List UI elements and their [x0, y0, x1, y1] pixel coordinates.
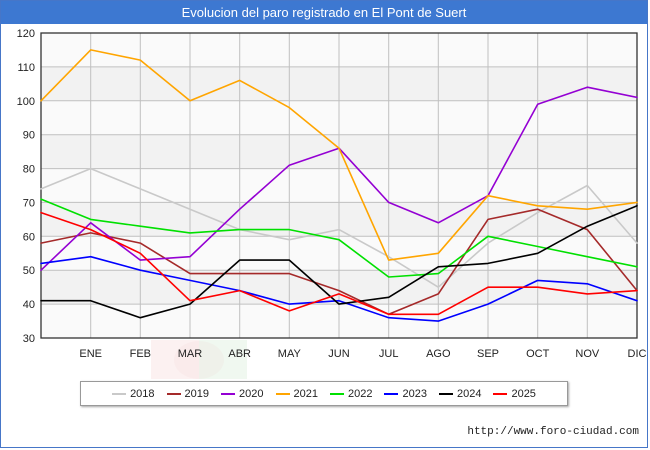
svg-text:ENE: ENE [79, 348, 102, 360]
svg-text:MAR: MAR [178, 348, 203, 360]
svg-text:80: 80 [23, 164, 35, 176]
svg-text:OCT: OCT [526, 348, 550, 360]
svg-text:90: 90 [23, 130, 35, 142]
svg-text:60: 60 [23, 231, 35, 243]
svg-text:MAY: MAY [278, 348, 302, 360]
svg-text:DIC: DIC [628, 348, 647, 360]
svg-text:40: 40 [23, 299, 35, 311]
svg-text:100: 100 [17, 96, 35, 108]
svg-text:JUN: JUN [328, 348, 349, 360]
svg-text:ABR: ABR [228, 348, 251, 360]
svg-text:120: 120 [17, 28, 35, 40]
svg-text:JUL: JUL [379, 348, 399, 360]
svg-text:SEP: SEP [477, 348, 499, 360]
svg-text:NOV: NOV [575, 348, 600, 360]
svg-text:50: 50 [23, 265, 35, 277]
svg-text:30: 30 [23, 333, 35, 345]
svg-text:AGO: AGO [426, 348, 451, 360]
svg-text:110: 110 [17, 62, 35, 74]
svg-text:70: 70 [23, 197, 35, 209]
svg-text:FEB: FEB [130, 348, 151, 360]
